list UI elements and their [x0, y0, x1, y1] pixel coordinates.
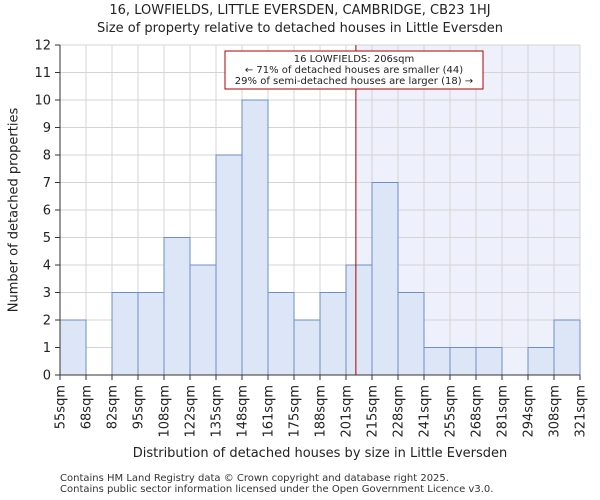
histogram-bar: [111, 292, 139, 376]
histogram-bar: [449, 347, 477, 376]
footer-licence: Contains public sector information licen…: [60, 484, 494, 495]
x-tick-label: 68sqm: [80, 385, 95, 429]
x-tick-label: 148sqm: [236, 385, 251, 438]
histogram-bar: [475, 347, 503, 376]
chart-subtitle: Size of property relative to detached ho…: [96, 21, 504, 36]
y-tick-label: 9: [43, 121, 51, 136]
y-tick-label: 12: [34, 39, 51, 54]
annotation-line-3: 29% of semi-detached houses are larger (…: [235, 76, 473, 87]
x-tick-label: 108sqm: [158, 385, 173, 438]
histogram-bar: [59, 319, 87, 376]
y-tick-label: 5: [43, 231, 51, 246]
histogram-bar: [215, 154, 243, 376]
y-tick-label: 7: [43, 176, 51, 191]
histogram-bar: [319, 292, 347, 376]
x-tick-label: 175sqm: [288, 385, 303, 438]
histogram-bar: [267, 292, 295, 376]
chart-title: 16, LOWFIELDS, LITTLE EVERSDEN, CAMBRIDG…: [109, 3, 491, 18]
annotation-box: [224, 50, 484, 90]
x-tick-label: 188sqm: [314, 385, 329, 438]
annotation-line-2: ← 71% of detached houses are smaller (44…: [245, 65, 463, 76]
x-tick-label: 215sqm: [366, 385, 381, 438]
histogram-bar: [397, 292, 425, 376]
x-tick-label: 95sqm: [132, 385, 147, 429]
x-tick-label: 122sqm: [184, 385, 199, 438]
histogram-bar: [423, 347, 451, 376]
y-tick-label: 1: [43, 341, 51, 356]
y-tick-label: 0: [43, 369, 51, 384]
x-tick-label: 294sqm: [522, 385, 537, 438]
histogram-bar: [189, 264, 217, 376]
histogram-bar: [137, 292, 165, 376]
x-tick-label: 228sqm: [392, 385, 407, 438]
histogram-bar: [345, 264, 373, 376]
histogram-bar: [163, 237, 191, 376]
histogram-bar: [553, 319, 581, 376]
x-tick-label: 82sqm: [106, 385, 121, 429]
y-tick-label: 2: [43, 314, 51, 329]
y-tick-label: 3: [43, 286, 51, 301]
y-axis-title: Number of detached properties: [7, 108, 22, 313]
x-tick-label: 255sqm: [444, 385, 459, 438]
x-tick-label: 55sqm: [54, 385, 69, 429]
footer-copyright: Contains HM Land Registry data © Crown c…: [60, 473, 449, 484]
y-tick-label: 4: [43, 259, 51, 274]
x-tick-label: 241sqm: [418, 385, 433, 438]
x-tick-label: 281sqm: [496, 385, 511, 438]
x-tick-label: 161sqm: [262, 385, 277, 438]
x-tick-label: 268sqm: [470, 385, 485, 438]
y-tick-label: 10: [34, 94, 51, 109]
x-tick-label: 321sqm: [574, 385, 589, 438]
histogram-bar: [527, 347, 555, 376]
y-tick-label: 6: [43, 204, 51, 219]
x-axis-title: Distribution of detached houses by size …: [133, 446, 508, 461]
annotation-line-1: 16 LOWFIELDS: 206sqm: [294, 54, 414, 65]
y-tick-label: 11: [34, 66, 51, 81]
x-tick-label: 308sqm: [548, 385, 563, 438]
x-tick-label: 201sqm: [340, 385, 355, 438]
histogram-bar: [241, 99, 269, 376]
y-tick-label: 8: [43, 149, 51, 164]
histogram-bar: [293, 319, 321, 376]
histogram-bar: [371, 182, 399, 376]
x-tick-label: 135sqm: [210, 385, 225, 438]
